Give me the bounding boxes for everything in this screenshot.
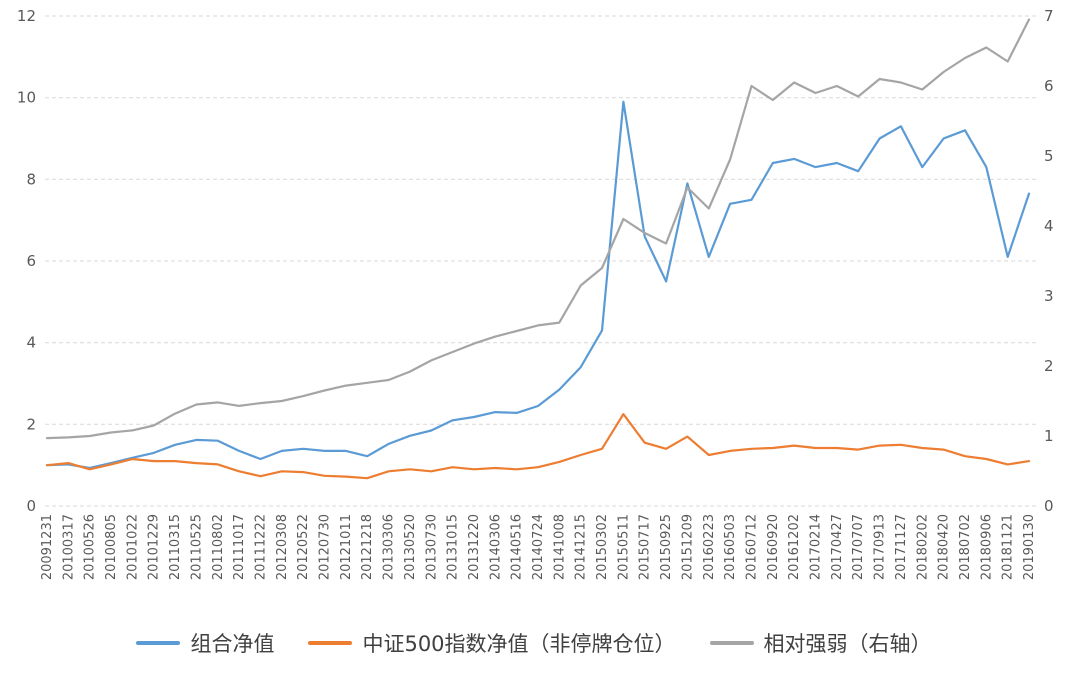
svg-text:20181121: 20181121 — [1001, 514, 1016, 580]
svg-text:8: 8 — [26, 170, 36, 188]
svg-text:20150511: 20150511 — [616, 514, 631, 580]
svg-text:20121218: 20121218 — [360, 514, 375, 580]
gridlines — [45, 15, 1037, 507]
svg-text:20131015: 20131015 — [446, 514, 461, 580]
svg-text:20141215: 20141215 — [574, 514, 589, 580]
svg-text:4: 4 — [26, 334, 36, 352]
svg-text:0: 0 — [26, 497, 36, 515]
right-axis-labels: 0 1 2 3 4 5 6 7 — [1044, 7, 1054, 515]
svg-text:20180906: 20180906 — [979, 514, 994, 580]
svg-text:20130520: 20130520 — [403, 514, 418, 580]
svg-text:20111222: 20111222 — [254, 514, 269, 580]
svg-text:20130730: 20130730 — [424, 514, 439, 580]
svg-text:20130306: 20130306 — [382, 514, 397, 580]
svg-text:20101229: 20101229 — [147, 514, 162, 580]
svg-text:20151209: 20151209 — [680, 514, 695, 580]
svg-text:20100317: 20100317 — [61, 514, 76, 580]
legend-label-csi500-nav: 中证500指数净值（非停牌仓位） — [362, 632, 676, 656]
svg-text:20171127: 20171127 — [894, 514, 909, 580]
svg-text:0: 0 — [1044, 497, 1054, 515]
svg-text:20120522: 20120522 — [296, 514, 311, 580]
legend-item-csi500-nav: 中证500指数净值（非停牌仓位） — [308, 628, 676, 658]
svg-text:20180420: 20180420 — [937, 514, 952, 580]
series-line-csi500-nav — [45, 413, 1031, 480]
svg-text:20111017: 20111017 — [232, 514, 247, 580]
x-axis-labels: 20091231 20100317 20100526 20100805 20101022… — [40, 514, 1037, 580]
legend-item-relative-strength: 相对强弱（右轴） — [709, 628, 932, 658]
svg-text:20120730: 20120730 — [318, 514, 333, 580]
legend-label-portfolio-nav: 组合净值 — [190, 632, 275, 656]
svg-text:20110802: 20110802 — [211, 514, 226, 580]
svg-text:20141008: 20141008 — [552, 514, 567, 580]
legend-label-relative-strength: 相对强弱（右轴） — [763, 632, 932, 656]
svg-text:20110525: 20110525 — [189, 514, 204, 580]
legend-swatch-portfolio-nav — [136, 641, 181, 645]
svg-text:20160920: 20160920 — [766, 514, 781, 580]
svg-text:7: 7 — [1044, 7, 1054, 25]
svg-text:20150925: 20150925 — [659, 514, 674, 580]
svg-text:20160223: 20160223 — [702, 514, 717, 580]
svg-text:20180702: 20180702 — [958, 514, 973, 580]
svg-text:20150302: 20150302 — [595, 514, 610, 580]
svg-text:3: 3 — [1044, 287, 1054, 305]
svg-text:5: 5 — [1044, 147, 1054, 165]
legend-swatch-relative-strength — [709, 641, 754, 645]
svg-text:2: 2 — [1044, 357, 1054, 375]
svg-text:20091231: 20091231 — [40, 514, 55, 580]
svg-text:20161202: 20161202 — [787, 514, 802, 580]
svg-text:20170214: 20170214 — [809, 514, 824, 580]
chart-legend: 组合净值 中证500指数净值（非停牌仓位） 相对强弱（右轴） — [0, 628, 1068, 658]
svg-text:10: 10 — [17, 89, 36, 107]
svg-text:6: 6 — [26, 252, 36, 270]
svg-text:20100805: 20100805 — [104, 514, 119, 580]
svg-text:20190130: 20190130 — [1022, 514, 1037, 580]
svg-text:20101022: 20101022 — [125, 514, 140, 580]
svg-text:12: 12 — [17, 7, 36, 25]
svg-text:6: 6 — [1044, 77, 1054, 95]
svg-text:20140306: 20140306 — [488, 514, 503, 580]
svg-text:20170913: 20170913 — [873, 514, 888, 580]
series-line-relative-strength — [45, 18, 1031, 440]
svg-text:20160503: 20160503 — [723, 514, 738, 580]
svg-text:20131220: 20131220 — [467, 514, 482, 580]
left-axis-labels: 0 2 4 6 8 10 12 — [17, 7, 36, 515]
svg-text:20170427: 20170427 — [830, 514, 845, 580]
series-line-portfolio-nav — [45, 100, 1031, 470]
svg-text:20160712: 20160712 — [745, 514, 760, 580]
legend-swatch-csi500-nav — [308, 641, 353, 645]
svg-text:20120308: 20120308 — [275, 514, 290, 580]
svg-text:20180202: 20180202 — [915, 514, 930, 580]
svg-text:20110315: 20110315 — [168, 514, 183, 580]
legend-item-portfolio-nav: 组合净值 — [136, 628, 274, 658]
svg-text:20170707: 20170707 — [851, 514, 866, 580]
svg-text:20140724: 20140724 — [531, 514, 546, 580]
svg-text:20121011: 20121011 — [339, 514, 354, 580]
svg-text:1: 1 — [1044, 427, 1054, 445]
svg-text:20150717: 20150717 — [638, 514, 653, 580]
svg-text:20140516: 20140516 — [510, 514, 525, 580]
svg-text:20100526: 20100526 — [83, 514, 98, 580]
svg-text:4: 4 — [1044, 217, 1054, 235]
svg-text:2: 2 — [26, 415, 36, 433]
